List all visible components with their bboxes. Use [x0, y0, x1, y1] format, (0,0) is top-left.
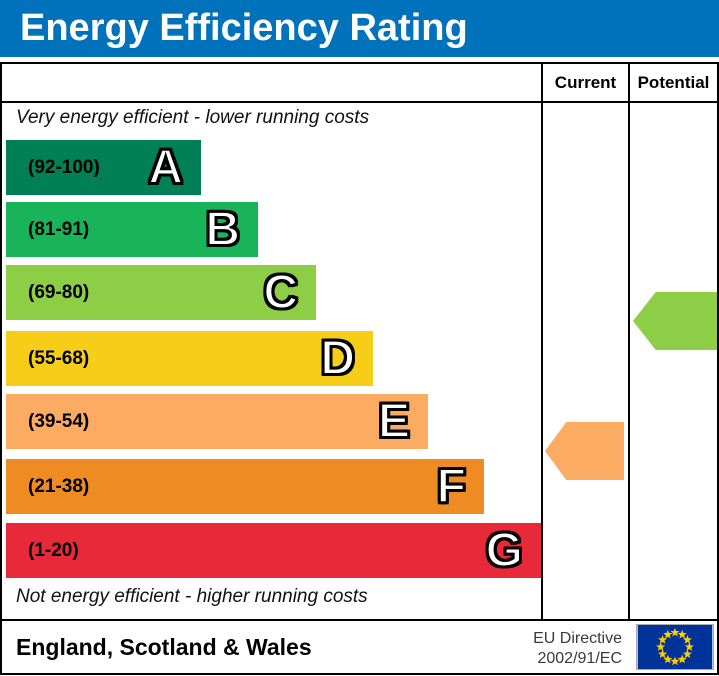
band-G: (1-20) G: [6, 523, 541, 578]
band-range-label: (69-80): [28, 281, 90, 303]
band-E: (39-54) E: [6, 394, 428, 449]
page-title: Energy Efficiency Rating: [20, 7, 468, 49]
band-letter: A: [147, 140, 184, 194]
column-header-current: Current: [554, 72, 617, 92]
title-bar: Energy Efficiency Rating: [0, 0, 719, 57]
footer-divider-line: [0, 619, 719, 621]
eu-flag: [636, 624, 714, 670]
footer-region-label: England, Scotland & Wales: [16, 634, 312, 660]
eu-directive-line1: EU Directive: [533, 630, 622, 647]
band-letter: F: [436, 459, 467, 513]
top-note: Very energy efficient - lower running co…: [16, 107, 370, 128]
eu-directive-text: EU Directive 2002/91/EC: [500, 629, 622, 669]
band-letter: E: [377, 394, 411, 448]
band-D: (55-68) D: [6, 331, 373, 386]
band-letter: B: [204, 202, 241, 256]
potential-column-divider: [628, 62, 630, 620]
band-range-label: (21-38): [28, 475, 90, 497]
bottom-note: Not energy efficient - higher running co…: [16, 586, 368, 607]
band-range-label: (55-68): [28, 347, 90, 369]
band-C: (69-80) C: [6, 265, 316, 320]
header-divider-line: [0, 101, 719, 103]
band-letter: C: [262, 265, 299, 319]
eu-directive-line2: 2002/91/EC: [537, 650, 622, 667]
eu-flag-image: [637, 625, 713, 669]
band-letter: D: [319, 331, 356, 385]
current-column-divider: [541, 62, 543, 620]
column-header-potential: Potential: [637, 72, 710, 92]
band-range-label: (1-20): [28, 539, 79, 561]
band-A: (92-100) A: [6, 140, 201, 195]
band-F: (21-38) F: [6, 459, 484, 514]
band-range-label: (92-100): [28, 156, 100, 178]
band-letter: G: [485, 523, 524, 577]
band-B: (81-91) B: [6, 202, 258, 257]
band-range-label: (81-91): [28, 218, 90, 240]
band-range-label: (39-54): [28, 410, 90, 432]
